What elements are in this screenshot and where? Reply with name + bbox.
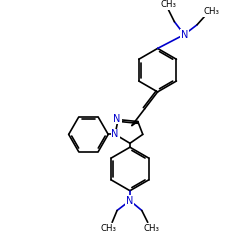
Text: CH₃: CH₃ <box>100 224 116 233</box>
Text: CH₃: CH₃ <box>144 224 160 233</box>
Text: N: N <box>112 130 119 140</box>
Text: CH₃: CH₃ <box>160 0 176 10</box>
Text: N: N <box>180 30 188 40</box>
Text: N: N <box>114 114 121 124</box>
Text: N: N <box>126 196 134 205</box>
Text: CH₃: CH₃ <box>204 7 220 16</box>
